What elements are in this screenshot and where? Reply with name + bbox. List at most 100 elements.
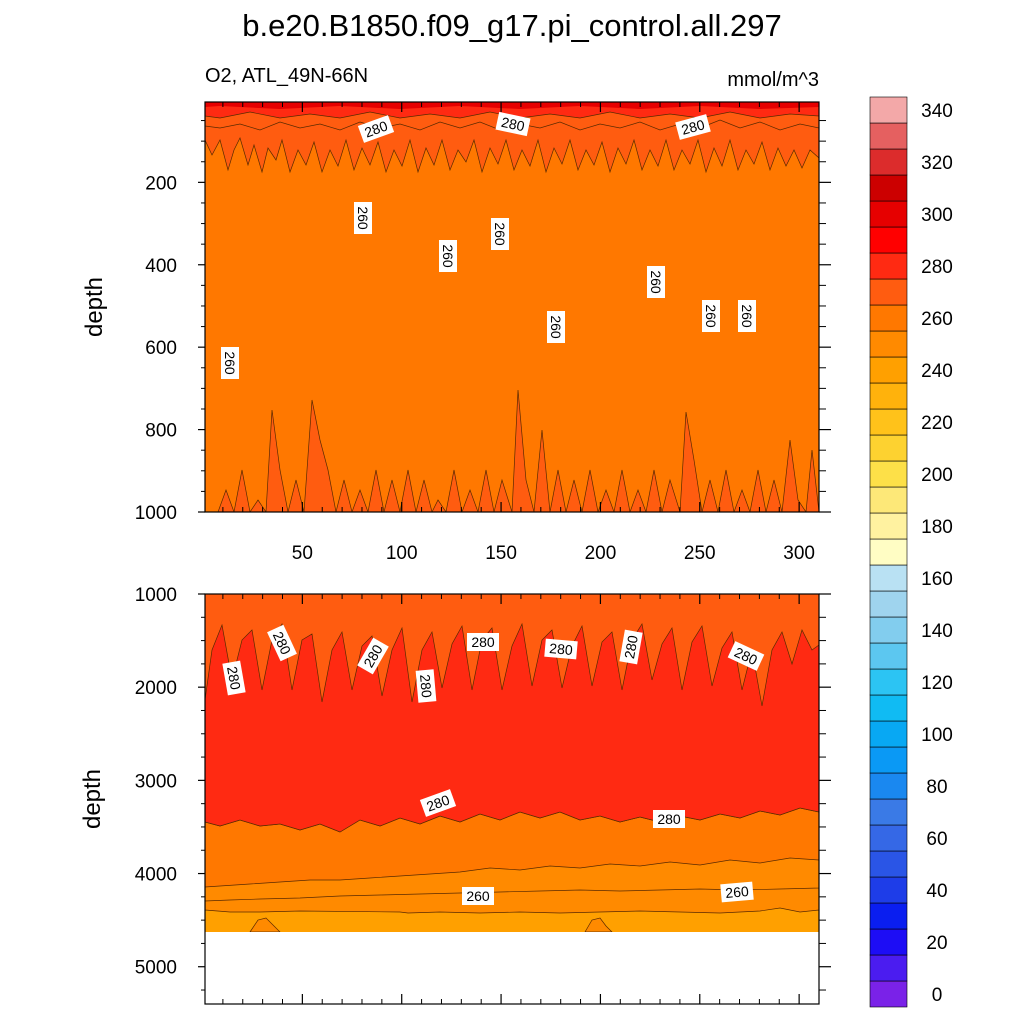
upper-layer-main — [205, 137, 819, 512]
upper-contour-label: 260 — [491, 218, 509, 250]
colorbar-swatch — [869, 408, 908, 436]
colorbar-label: 100 — [921, 725, 953, 746]
lower-contour-label: 280 — [653, 810, 685, 828]
upper-contour-label: 260 — [221, 347, 239, 379]
lower-contour-label-box — [653, 810, 685, 828]
upper-contour-label-box — [647, 266, 665, 298]
colorbar-swatch — [869, 772, 908, 800]
colorbar-swatch — [869, 538, 908, 566]
colorbar-swatch — [869, 174, 908, 202]
upper-contour-label-text: 260 — [440, 244, 456, 268]
lower-contour-label-box — [222, 660, 246, 696]
lower-y-axis-label: depth — [79, 769, 106, 829]
colorbar-label: 200 — [921, 465, 953, 486]
colorbar-swatch — [869, 824, 908, 852]
upper-y-tick-label: 400 — [145, 256, 177, 277]
colorbar-label: 120 — [921, 673, 953, 694]
colorbar-swatch — [869, 200, 908, 228]
lower-contour-label-text: 280 — [224, 665, 244, 691]
upper-contour-label-text: 280 — [362, 117, 390, 140]
colorbar-label: 220 — [921, 413, 953, 434]
lower-contour-label: 280 — [727, 641, 765, 671]
upper-contour-label-box — [495, 111, 531, 137]
colorbar-swatch — [869, 460, 908, 488]
colorbar-label: 0 — [932, 985, 943, 1006]
upper-x-tick-label: 50 — [292, 543, 313, 564]
lower-contour-label-box — [544, 638, 578, 660]
colorbar-swatch — [869, 252, 908, 280]
lower-frame — [204, 593, 820, 1005]
upper-contour-label-box — [354, 202, 372, 234]
lower-contour-label: 280 — [419, 789, 457, 817]
colorbar-swatch — [869, 382, 908, 410]
upper-contour-label-text: 280 — [500, 114, 526, 135]
colorbar-labels: 0 20 40 60 80 100 120 140 160 180 200 220 240 260 280 3… — [921, 101, 953, 1006]
upper-contour-label: 260 — [439, 240, 457, 272]
upper-contour-label-text: 260 — [703, 304, 719, 328]
lower-contour-label-text: 280 — [657, 811, 681, 827]
colorbar-swatch — [869, 564, 908, 592]
colorbar-swatch — [869, 122, 908, 150]
colorbar-swatch — [869, 850, 908, 878]
upper-contour-labels: 280 280 280 260 260 260 260 260 260 260 260 — [221, 111, 756, 379]
upper-contour-label-box — [675, 114, 711, 140]
upper-contour-label-text: 260 — [492, 222, 508, 246]
colorbar-swatch — [869, 226, 908, 254]
lower-y-tick-label: 5000 — [135, 958, 177, 979]
colorbar-swatch — [869, 876, 908, 904]
panel-left-string: O2, ATL_49N-66N — [205, 65, 368, 87]
lower-contour-label-text: 260 — [466, 888, 490, 904]
upper-y-ticks: 200 400 600 800 1000 — [135, 120, 831, 524]
colorbar-label: 160 — [921, 569, 953, 590]
upper-contour-label-box — [357, 115, 395, 143]
lower-contour-label-box — [619, 629, 643, 665]
lower-contour-label-box — [357, 637, 389, 675]
colorbar-swatch — [869, 616, 908, 644]
colorbar-label: 280 — [921, 257, 953, 278]
upper-x-tick-label: 150 — [485, 543, 517, 564]
lower-field — [205, 594, 819, 1004]
colorbar-swatch — [869, 96, 908, 124]
upper-contour-label-box — [491, 218, 509, 250]
upper-contour-label-text: 260 — [739, 304, 755, 328]
upper-y-tick-label: 800 — [145, 421, 177, 442]
colorbar-swatch — [869, 590, 908, 618]
colorbar-swatch — [869, 642, 908, 670]
lower-missing-below — [205, 932, 819, 1004]
colorbar-label: 40 — [926, 881, 947, 902]
colorbar-swatch — [869, 512, 908, 540]
upper-contour-label-box — [702, 300, 720, 332]
colorbar-label: 180 — [921, 517, 953, 538]
upper-contour-label-text: 260 — [648, 270, 664, 294]
lower-contour-label: 280 — [222, 660, 246, 696]
upper-contour-label: 260 — [738, 300, 756, 332]
lower-contour-label: 280 — [467, 633, 499, 651]
colorbar-swatch — [869, 356, 908, 384]
colorbar-swatch — [869, 304, 908, 332]
upper-x-tick-label: 300 — [783, 543, 815, 564]
colorbar-swatch — [869, 746, 908, 774]
colorbar-label: 240 — [921, 361, 953, 382]
colorbar-swatch — [869, 928, 908, 956]
upper-contour-label-text: 280 — [680, 116, 707, 138]
upper-contour-label-text: 260 — [355, 206, 371, 230]
colorbar-swatch — [869, 954, 908, 982]
colorbar-swatch — [869, 720, 908, 748]
upper-contour-label: 280 — [495, 111, 531, 137]
lower-contour-label-text: 280 — [621, 634, 641, 660]
upper-contour-label: 260 — [647, 266, 665, 298]
upper-contour-label-text: 260 — [222, 351, 238, 375]
upper-contour-label: 260 — [702, 300, 720, 332]
upper-panel: 280 280 280 260 260 260 260 260 260 260 260 50 100 1… — [81, 101, 831, 564]
lower-y-tick-label: 1000 — [135, 585, 177, 606]
upper-y-tick-label: 600 — [145, 338, 177, 359]
upper-frame — [204, 101, 820, 513]
lower-contour-label-text: 280 — [471, 634, 495, 650]
upper-contour-label-box — [439, 240, 457, 272]
lower-contour-label-box — [720, 881, 754, 903]
lower-contour-label-text: 280 — [417, 674, 435, 699]
upper-y-tick-label: 1000 — [135, 503, 177, 524]
